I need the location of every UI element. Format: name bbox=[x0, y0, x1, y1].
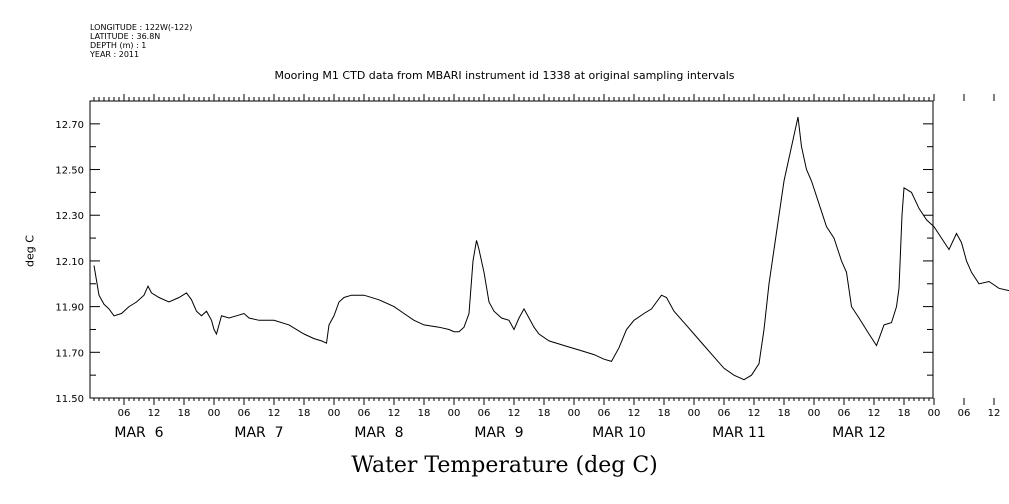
info-longitude: LONGITUDE : 122W(-122) bbox=[90, 23, 193, 32]
chart-title: Mooring M1 CTD data from MBARI instrumen… bbox=[274, 69, 735, 82]
y-tick-label: 11.50 bbox=[55, 394, 84, 405]
x-day-label: MAR 6 bbox=[114, 425, 163, 441]
x-hour-tick-label: 12 bbox=[868, 408, 881, 419]
info-year: YEAR : 2011 bbox=[90, 50, 140, 59]
x-hour-tick-label: 00 bbox=[688, 408, 701, 419]
x-hour-tick-label: 00 bbox=[208, 408, 221, 419]
info-latitude: LATITUDE : 36.8N bbox=[90, 32, 161, 41]
x-hour-tick-label: 12 bbox=[268, 408, 281, 419]
marks-group bbox=[93, 116, 1009, 381]
x-hour-tick-label: 18 bbox=[898, 408, 911, 419]
x-hour-tick-label: 18 bbox=[298, 408, 311, 419]
x-day-label: MAR 10 bbox=[592, 425, 646, 441]
y-tick-label: 12.50 bbox=[55, 166, 84, 177]
plot-frame bbox=[89, 100, 934, 399]
x-hour-tick-label: 12 bbox=[988, 408, 1001, 419]
x-hour-tick-label: 00 bbox=[928, 408, 941, 419]
y-tick-label: 11.90 bbox=[55, 303, 84, 314]
x-hour-tick-label: 00 bbox=[448, 408, 461, 419]
x-hour-tick-label: 06 bbox=[838, 408, 851, 419]
x-hour-tick-label: 12 bbox=[508, 408, 521, 419]
y-tick-label: 12.10 bbox=[55, 257, 84, 268]
x-day-label: MAR 11 bbox=[712, 425, 766, 441]
x-hour-tick-label: 06 bbox=[958, 408, 971, 419]
x-hour-tick-label: 06 bbox=[238, 408, 251, 419]
x-hour-tick-label: 06 bbox=[598, 408, 611, 419]
x-hour-tick-label: 12 bbox=[628, 408, 641, 419]
x-day-label: MAR 12 bbox=[832, 425, 886, 441]
y-tick-label: 12.30 bbox=[55, 211, 84, 222]
x-day-label: MAR 8 bbox=[354, 425, 403, 441]
x-hour-tick-label: 18 bbox=[418, 408, 431, 419]
x-hour-tick-label: 06 bbox=[358, 408, 371, 419]
x-hour-tick-label: 18 bbox=[178, 408, 191, 419]
chart-footer-label: Water Temperature (deg C) bbox=[351, 453, 658, 478]
x-hour-tick-label: 12 bbox=[388, 408, 401, 419]
series-line-temperature bbox=[93, 116, 1009, 381]
x-hour-tick-label: 06 bbox=[478, 408, 491, 419]
x-hour-tick-label: 12 bbox=[748, 408, 761, 419]
x-hour-tick-label: 18 bbox=[538, 408, 551, 419]
x-hour-tick-label: 12 bbox=[148, 408, 161, 419]
x-hour-tick-label: 00 bbox=[568, 408, 581, 419]
x-hour-tick-label: 18 bbox=[778, 408, 791, 419]
x-hour-tick-label: 06 bbox=[118, 408, 131, 419]
y-tick-label: 11.70 bbox=[55, 348, 84, 359]
x-day-label: MAR 7 bbox=[234, 425, 283, 441]
x-hour-tick-label: 00 bbox=[328, 408, 341, 419]
x-hour-tick-label: 18 bbox=[658, 408, 671, 419]
info-depth: DEPTH (m) : 1 bbox=[90, 41, 147, 50]
x-hour-tick-label: 00 bbox=[808, 408, 821, 419]
y-tick-label: 12.70 bbox=[55, 120, 84, 131]
axes-group: 06 12 18 00 06 12 18 00 06 12 18 00 06 12 18 00 06 12 18 00… bbox=[55, 94, 1001, 441]
x-hour-tick-label: 06 bbox=[718, 408, 731, 419]
x-day-label: MAR 9 bbox=[474, 425, 523, 441]
